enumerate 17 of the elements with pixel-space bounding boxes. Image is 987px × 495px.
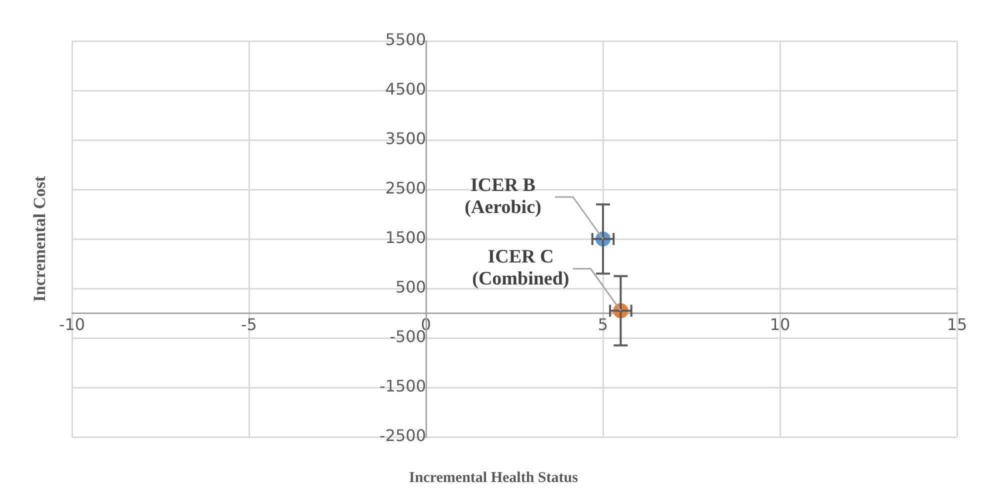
y-tick-label: 1500 — [385, 228, 426, 248]
x-axis-title: Incremental Health Status — [408, 470, 579, 487]
x-tick-label: -5 — [241, 315, 257, 334]
y-tick-label: 3500 — [385, 129, 426, 148]
x-tick-label: 15 — [946, 315, 968, 334]
y-tick-label: 5500 — [385, 30, 426, 50]
annotation: ICER B (Aerobic) — [464, 174, 542, 218]
annotation: ICER C (Combined) — [472, 246, 570, 290]
y-tick-label: -2500 — [380, 426, 426, 446]
y-tick-label: -1500 — [380, 376, 426, 396]
y-tick-label: 4500 — [385, 80, 426, 99]
y-tick-label: 2500 — [385, 178, 426, 198]
x-tick-label: 5 — [598, 315, 608, 334]
x-tick-label: -10 — [58, 315, 86, 334]
y-axis-title: Incremental Cost — [30, 176, 50, 302]
x-tick-label: 10 — [770, 315, 790, 334]
y-tick-label: 500 — [395, 278, 426, 297]
